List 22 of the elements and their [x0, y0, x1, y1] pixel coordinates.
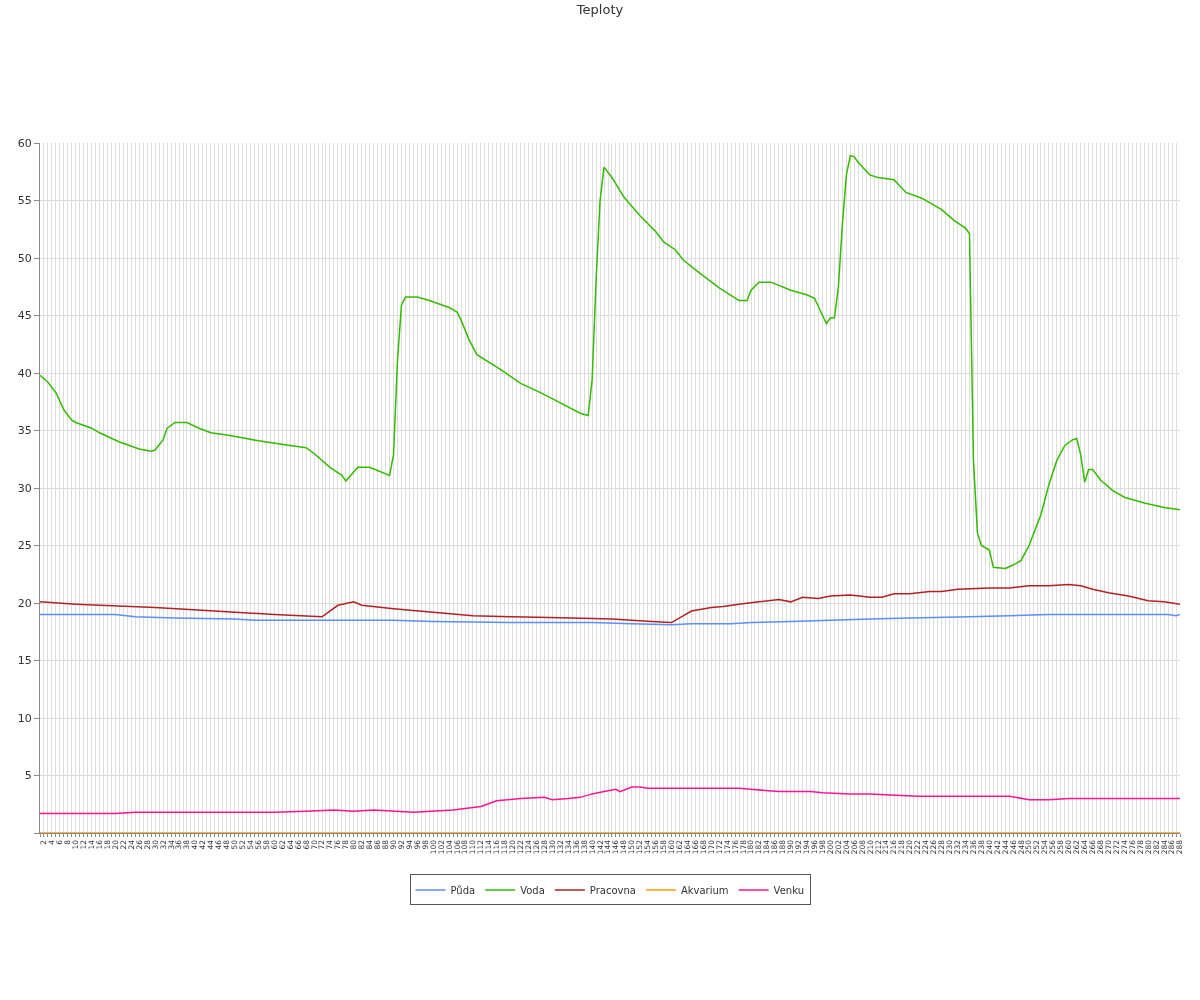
y-tick-label: 50	[17, 251, 32, 265]
legend-label: Voda	[520, 884, 545, 896]
legend-label: Akvarium	[680, 884, 729, 896]
y-tick-label: 45	[17, 309, 32, 323]
line-series	[40, 154, 1180, 570]
chart-title: Teploty	[575, 2, 624, 18]
y-tick-label: 30	[17, 481, 32, 495]
y-tick-label: 55	[17, 194, 32, 208]
y-tick-label: 35	[17, 424, 32, 438]
legend-label: Venku	[773, 884, 804, 896]
y-tick-label: 20	[17, 596, 32, 610]
y-tick-label: 5	[24, 769, 32, 783]
legend-label: Pracovna	[589, 884, 636, 896]
line-series	[40, 786, 1180, 815]
y-tick-label: 25	[17, 539, 32, 553]
y-tick-label: 15	[17, 654, 32, 668]
line-series	[40, 613, 1180, 626]
line-series	[40, 583, 1180, 624]
y-tick-label: 10	[17, 711, 32, 725]
legend-label: Půda	[450, 884, 476, 896]
y-tick-label: 60	[17, 136, 32, 150]
y-tick-label: 40	[17, 366, 32, 380]
